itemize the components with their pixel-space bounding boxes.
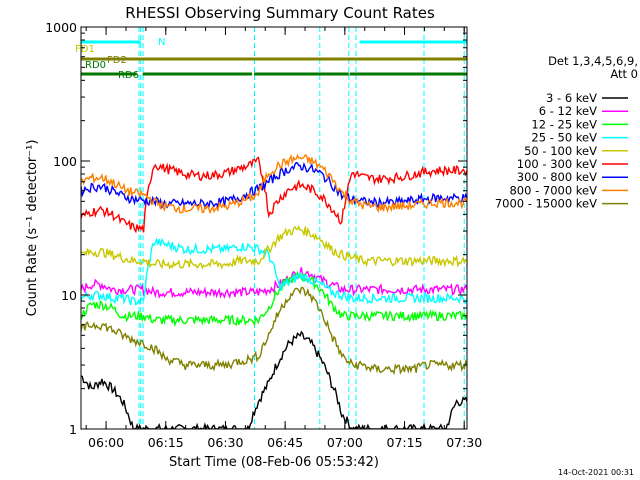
legend-header-1: Att 0 (610, 67, 638, 81)
legend-label-7: 800 - 7000 keV (509, 183, 597, 197)
series-line-0 (81, 330, 467, 429)
timestamp: 14-Oct-2021 00:31 (558, 468, 634, 477)
legend-header-0: Det 1,3,4,5,6,9, (548, 54, 638, 68)
flag-bars (81, 40, 467, 76)
chart-title: RHESSI Observing Summary Count Rates (125, 4, 435, 22)
series-line-4 (81, 224, 467, 271)
y-tick-label-2: 100 (53, 154, 77, 169)
x-axis-title: Start Time (08-Feb-06 05:53:42) (169, 455, 379, 470)
y-axis: 1 10 100 1000 (45, 20, 467, 437)
x-tick-label-0: 06:00 (88, 435, 124, 450)
y-tick-label-3: 1000 (45, 20, 77, 35)
flag-label-RD0: RD0 (85, 60, 106, 71)
legend-label-5: 100 - 300 keV (517, 157, 597, 171)
x-tick-label-6: 07:30 (446, 435, 482, 450)
series-line-5 (81, 156, 467, 234)
series-line-8 (81, 286, 467, 376)
legend-label-1: 6 - 12 keV (539, 104, 597, 118)
x-tick-label-3: 06:45 (267, 435, 303, 450)
x-axis: 06:00 06:15 06:30 06:45 07:00 07:15 07:30 (85, 27, 482, 450)
legend-label-2: 12 - 25 keV (531, 117, 597, 131)
plot-frame (80, 26, 468, 430)
x-tick-label-4: 07:00 (327, 435, 363, 450)
y-tick-label-1: 10 (61, 288, 77, 303)
series-line-2 (81, 270, 467, 328)
x-tick-label-2: 06:30 (207, 435, 243, 450)
flag-label-N: N (158, 37, 165, 48)
y-axis-title: Count Rate (s⁻¹ detector⁻¹) (25, 140, 40, 317)
flag-label-FD2: FD2 (107, 55, 127, 66)
legend-label-8: 7000 - 15000 keV (495, 197, 597, 211)
plot-area (81, 27, 467, 429)
legend-label-0: 3 - 6 keV (546, 91, 597, 105)
flag-label-RD6: RD6 (118, 70, 139, 81)
series-line-7 (81, 153, 467, 215)
x-tick-label-1: 06:15 (148, 435, 184, 450)
series-group (81, 153, 467, 429)
flag-label-FD1: FD1 (75, 44, 95, 55)
y-tick-label-0: 1 (69, 422, 77, 437)
series-line-3 (81, 237, 467, 306)
legend-label-3: 25 - 50 keV (531, 131, 597, 145)
legend-label-4: 50 - 100 keV (524, 144, 597, 158)
legend-label-6: 300 - 800 keV (517, 170, 597, 184)
x-tick-label-5: 07:15 (387, 435, 423, 450)
